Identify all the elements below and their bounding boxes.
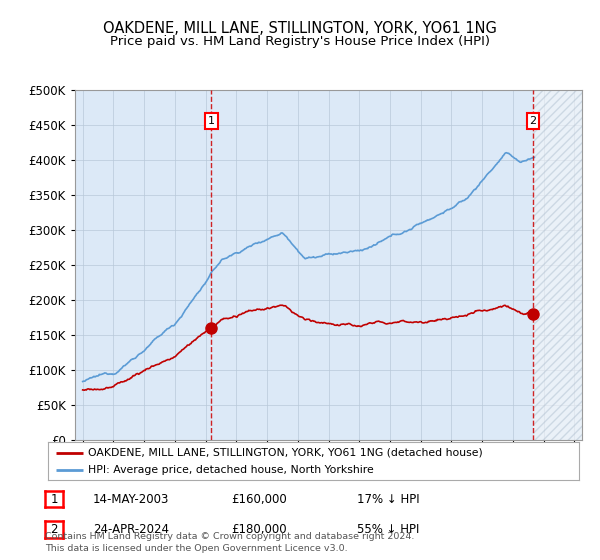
Text: Price paid vs. HM Land Registry's House Price Index (HPI): Price paid vs. HM Land Registry's House … xyxy=(110,35,490,48)
Text: £160,000: £160,000 xyxy=(231,493,287,506)
Text: 55% ↓ HPI: 55% ↓ HPI xyxy=(357,523,419,536)
Text: OAKDENE, MILL LANE, STILLINGTON, YORK, YO61 1NG (detached house): OAKDENE, MILL LANE, STILLINGTON, YORK, Y… xyxy=(88,447,482,458)
Text: Contains HM Land Registry data © Crown copyright and database right 2024.
This d: Contains HM Land Registry data © Crown c… xyxy=(45,533,415,553)
Text: OAKDENE, MILL LANE, STILLINGTON, YORK, YO61 1NG: OAKDENE, MILL LANE, STILLINGTON, YORK, Y… xyxy=(103,21,497,36)
Text: 2: 2 xyxy=(530,116,537,126)
Text: HPI: Average price, detached house, North Yorkshire: HPI: Average price, detached house, Nort… xyxy=(88,465,374,475)
Text: £180,000: £180,000 xyxy=(231,523,287,536)
Text: 1: 1 xyxy=(208,116,215,126)
Text: 2: 2 xyxy=(50,523,58,536)
Text: 24-APR-2024: 24-APR-2024 xyxy=(93,523,169,536)
Text: 17% ↓ HPI: 17% ↓ HPI xyxy=(357,493,419,506)
Text: 1: 1 xyxy=(50,493,58,506)
Text: 14-MAY-2003: 14-MAY-2003 xyxy=(93,493,169,506)
